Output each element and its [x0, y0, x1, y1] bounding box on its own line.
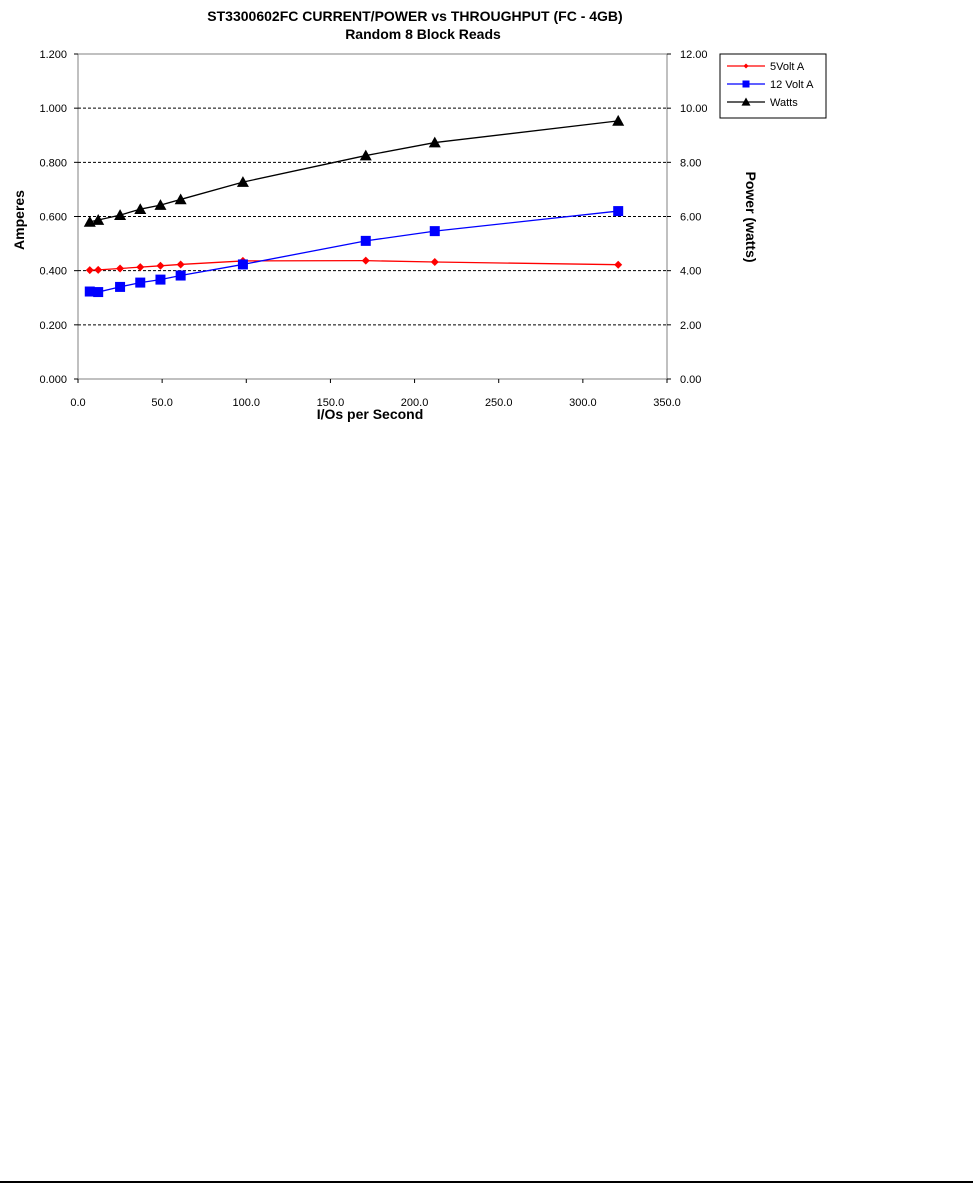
- legend-label-watts: Watts: [770, 97, 798, 109]
- series-line-12-volt-a: [89, 210, 619, 293]
- y2-tick-label: 6.00: [680, 212, 701, 224]
- data-point-12-volt-a: [93, 287, 104, 298]
- legend-marker-5volt-a: [743, 63, 749, 69]
- axis-ticks: 0.000 0.200 0.400 0.600 0.800 1.000 1.200 0.00 2…: [39, 49, 707, 409]
- x-tick-label: 350.0: [653, 397, 681, 409]
- x-tick-label: 50.0: [151, 397, 172, 409]
- data-point-watts: [92, 214, 105, 225]
- chart-subtitle: Random 8 Block Reads: [345, 26, 501, 42]
- x-tick-label: 150.0: [317, 397, 345, 409]
- series-watts: [83, 114, 625, 227]
- data-point-watts: [359, 149, 372, 161]
- data-point-5volt-a: [94, 265, 103, 274]
- series-line-5volt-a: [89, 259, 619, 271]
- y2-tick-label: 0.00: [680, 374, 701, 386]
- data-point-5volt-a: [136, 263, 145, 272]
- data-point-12-volt-a: [115, 281, 126, 292]
- data-point-watts: [174, 193, 187, 205]
- data-point-watts: [134, 203, 147, 214]
- data-point-5volt-a: [361, 256, 370, 265]
- series-12-volt-a: [84, 206, 624, 298]
- data-point-12-volt-a: [237, 259, 248, 270]
- data-point-watts: [154, 199, 167, 210]
- data-point-watts: [428, 136, 441, 148]
- y-tick-label: 0.600: [39, 212, 67, 224]
- y-tick-label: 0.200: [39, 320, 67, 332]
- x-tick-label: 300.0: [569, 397, 597, 409]
- legend-marker-watts: [741, 97, 751, 106]
- legend-box: [719, 53, 827, 119]
- data-point-12-volt-a: [429, 226, 440, 237]
- y2-tick-label: 12.00: [680, 49, 708, 61]
- series-group: [83, 114, 625, 298]
- data-point-5volt-a: [430, 258, 439, 266]
- data-point-12-volt-a: [360, 235, 371, 246]
- data-point-5volt-a: [156, 261, 165, 270]
- x-tick-label: 200.0: [401, 397, 429, 409]
- data-point-watts: [236, 176, 249, 187]
- y2-tick-label: 8.00: [680, 157, 701, 169]
- legend: 5Volt A 12 Volt A Watts: [719, 53, 827, 119]
- data-point-12-volt-a: [155, 274, 166, 285]
- page-bottom-rule: [0, 1181, 973, 1183]
- x-axis-label: I/Os per Second: [317, 406, 424, 422]
- data-point-12-volt-a: [175, 270, 186, 281]
- data-point-5volt-a: [176, 260, 185, 269]
- legend-label-5volt-a: 5Volt A: [770, 61, 805, 73]
- series-line-watts: [89, 120, 619, 223]
- y-tick-label: 0.800: [39, 157, 67, 169]
- data-point-5volt-a: [614, 260, 623, 269]
- data-point-12-volt-a: [613, 206, 624, 217]
- data-point-watts: [612, 114, 625, 126]
- y-tick-label: 1.200: [39, 49, 67, 61]
- data-point-12-volt-a: [135, 277, 146, 288]
- legend-marker-12-volt-a: [742, 80, 750, 88]
- y2-tick-label: 2.00: [680, 320, 701, 332]
- y-axis-label: Amperes: [11, 190, 27, 250]
- legend-label-12-volt-a: 12 Volt A: [770, 79, 814, 91]
- y2-tick-label: 4.00: [680, 266, 701, 278]
- y-tick-label: 1.000: [39, 103, 67, 115]
- y2-axis-label: Power (watts): [743, 171, 759, 262]
- data-point-5volt-a: [85, 266, 94, 275]
- y-tick-label: 0.400: [39, 266, 67, 278]
- data-point-5volt-a: [116, 264, 125, 273]
- y2-tick-label: 10.00: [680, 103, 708, 115]
- x-tick-label: 250.0: [485, 397, 513, 409]
- data-point-watts: [114, 209, 127, 220]
- y-tick-label: 0.000: [39, 374, 67, 386]
- x-tick-label: 0.0: [70, 397, 85, 409]
- data-point-12-volt-a: [84, 286, 95, 297]
- x-tick-label: 100.0: [233, 397, 261, 409]
- chart-title: ST3300602FC CURRENT/POWER vs THROUGHPUT …: [207, 8, 622, 24]
